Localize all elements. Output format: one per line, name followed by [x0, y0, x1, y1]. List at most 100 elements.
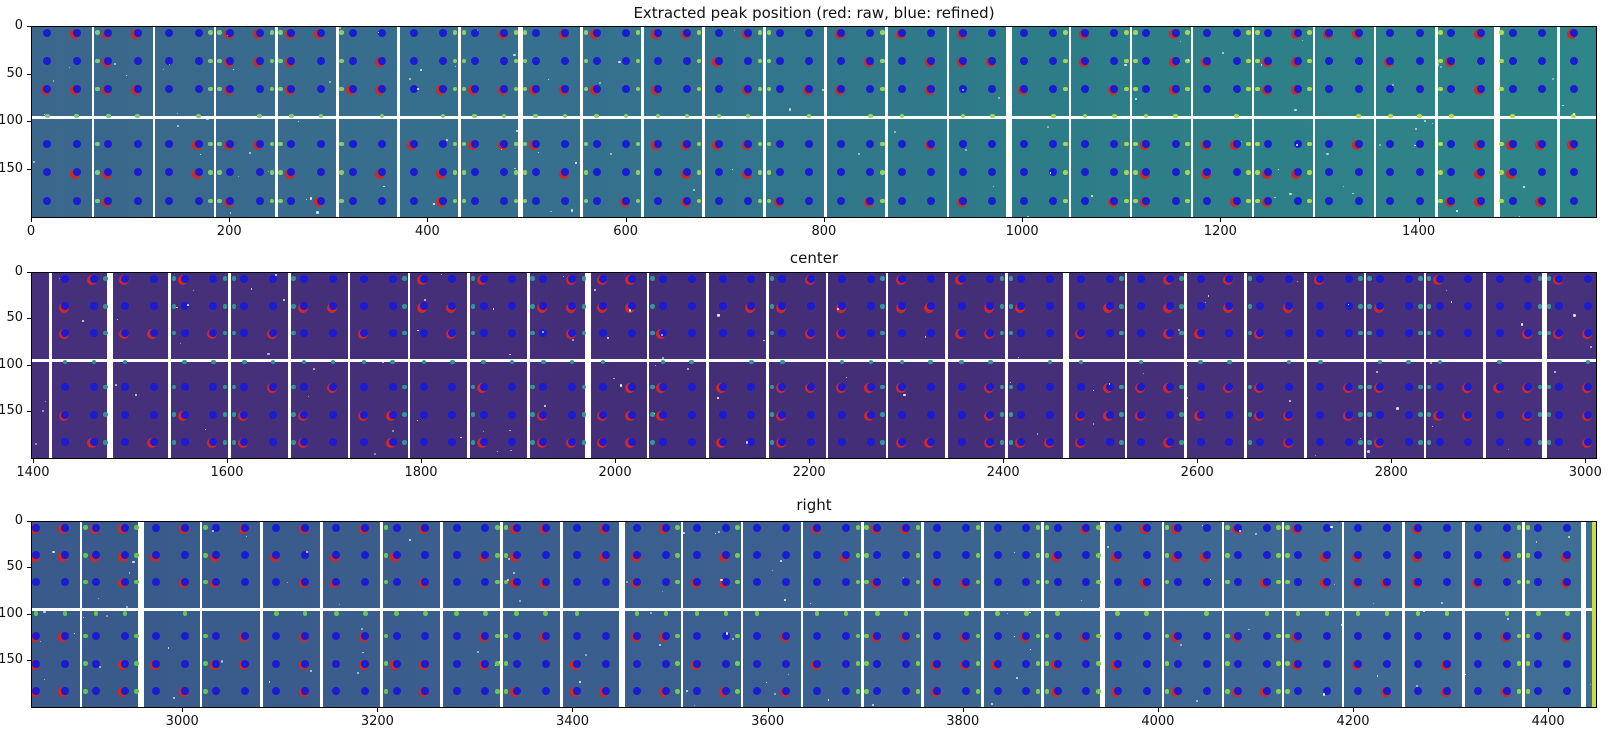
refined-peak-dot — [1081, 28, 1090, 37]
noise-speck — [594, 288, 597, 292]
refined-peak-dot — [683, 168, 692, 177]
edge-peak-dot — [95, 170, 100, 175]
boundary-row-peak-dot — [379, 113, 385, 119]
boundary-row-peak-dot — [928, 359, 933, 365]
refined-peak-dot — [1503, 631, 1512, 640]
edge-peak-dot — [171, 276, 177, 281]
refined-peak-dot — [1414, 578, 1423, 587]
noise-speck — [844, 360, 847, 362]
module-gap — [1099, 522, 1106, 707]
x-tick-mark — [1197, 459, 1199, 463]
noise-speck — [1431, 426, 1433, 428]
refined-peak-dot — [1316, 302, 1325, 311]
refined-peak-dot — [438, 168, 447, 177]
refined-peak-dot — [1537, 84, 1546, 93]
boundary-row-peak-dot — [1138, 359, 1144, 365]
refined-peak-dot — [807, 302, 816, 311]
edge-peak-dot — [1418, 330, 1423, 336]
refined-peak-dot — [1113, 578, 1122, 587]
refined-peak-dot — [1555, 382, 1564, 391]
noise-speck — [618, 60, 621, 63]
edge-peak-dot — [757, 58, 763, 64]
refined-peak-dot — [1476, 57, 1485, 66]
edge-peak-dot — [1225, 553, 1230, 558]
edge-peak-dot — [522, 198, 528, 204]
edge-peak-dot — [1246, 198, 1251, 204]
refined-peak-dot — [180, 687, 189, 696]
refined-peak-dot — [658, 410, 667, 419]
edge-peak-dot — [1008, 384, 1014, 390]
refined-peak-dot — [1584, 438, 1592, 447]
refined-peak-dot — [962, 551, 971, 560]
boundary-row-peak-dot — [964, 611, 969, 616]
noise-speck — [1046, 125, 1050, 129]
refined-peak-dot — [301, 578, 310, 587]
edge-peak-dot — [530, 276, 535, 281]
refined-peak-dot — [194, 168, 203, 177]
edge-peak-dot — [769, 304, 775, 309]
y-tick-label: 50 — [6, 65, 23, 81]
edge-peak-dot — [880, 304, 885, 309]
edge-peak-dot — [1096, 689, 1101, 694]
refined-peak-dot — [1256, 274, 1265, 283]
refined-peak-dot — [481, 523, 490, 532]
edge-peak-dot — [1546, 330, 1551, 336]
refined-peak-dot — [572, 631, 581, 640]
module-gap — [1068, 27, 1072, 217]
refined-peak-dot — [1196, 329, 1205, 338]
refined-peak-dot — [1022, 578, 1031, 587]
edge-peak-dot — [1164, 579, 1170, 585]
noise-speck — [1326, 152, 1329, 156]
refined-peak-dot — [897, 274, 906, 283]
refined-peak-dot — [32, 551, 40, 560]
refined-peak-dot — [1173, 523, 1182, 532]
refined-peak-dot — [377, 84, 386, 93]
module-gap — [885, 273, 889, 458]
refined-peak-dot — [149, 274, 158, 283]
x-tick-mark — [1418, 218, 1420, 222]
refined-peak-dot — [226, 139, 235, 148]
refined-peak-dot — [1142, 57, 1151, 66]
refined-peak-dot — [1046, 410, 1055, 419]
refined-peak-dot — [1563, 523, 1572, 532]
refined-peak-dot — [778, 410, 787, 419]
refined-peak-dot — [1110, 84, 1119, 93]
refined-peak-dot — [1203, 28, 1212, 37]
refined-peak-dot — [1443, 551, 1452, 560]
refined-peak-dot — [241, 523, 250, 532]
refined-peak-dot — [1293, 28, 1302, 37]
refined-peak-dot — [180, 329, 189, 338]
edge-peak-dot — [291, 384, 296, 390]
refined-peak-dot — [778, 382, 787, 391]
refined-peak-dot — [448, 302, 457, 311]
refined-peak-dot — [32, 578, 40, 587]
refined-peak-dot — [421, 687, 430, 696]
refined-peak-dot — [747, 329, 756, 338]
boundary-row-peak-dot — [1504, 611, 1510, 616]
refined-peak-dot — [180, 551, 189, 560]
edge-peak-dot — [1044, 579, 1050, 585]
y-tick-label: 50 — [6, 559, 23, 575]
refined-peak-dot — [1415, 168, 1424, 177]
edge-peak-dot — [999, 276, 1005, 281]
noise-speck — [548, 78, 549, 80]
refined-peak-dot — [1233, 523, 1242, 532]
edge-peak-dot — [339, 58, 344, 64]
noise-speck — [506, 579, 509, 581]
refined-peak-dot — [866, 382, 875, 391]
refined-peak-dot — [1524, 274, 1533, 283]
refined-peak-dot — [842, 523, 851, 532]
refined-peak-dot — [1382, 551, 1391, 560]
edge-peak-dot — [402, 440, 407, 445]
edge-peak-dot — [1225, 579, 1230, 585]
noise-speck — [572, 338, 574, 341]
edge-peak-dot — [1124, 198, 1129, 204]
edge-peak-dot — [583, 170, 589, 175]
refined-peak-dot — [778, 302, 787, 311]
module-gap — [766, 273, 769, 458]
refined-peak-dot — [348, 57, 357, 66]
module-gap — [1401, 522, 1405, 707]
refined-peak-dot — [781, 631, 790, 640]
boundary-row-peak-dot — [257, 113, 262, 119]
refined-peak-dot — [165, 139, 174, 148]
